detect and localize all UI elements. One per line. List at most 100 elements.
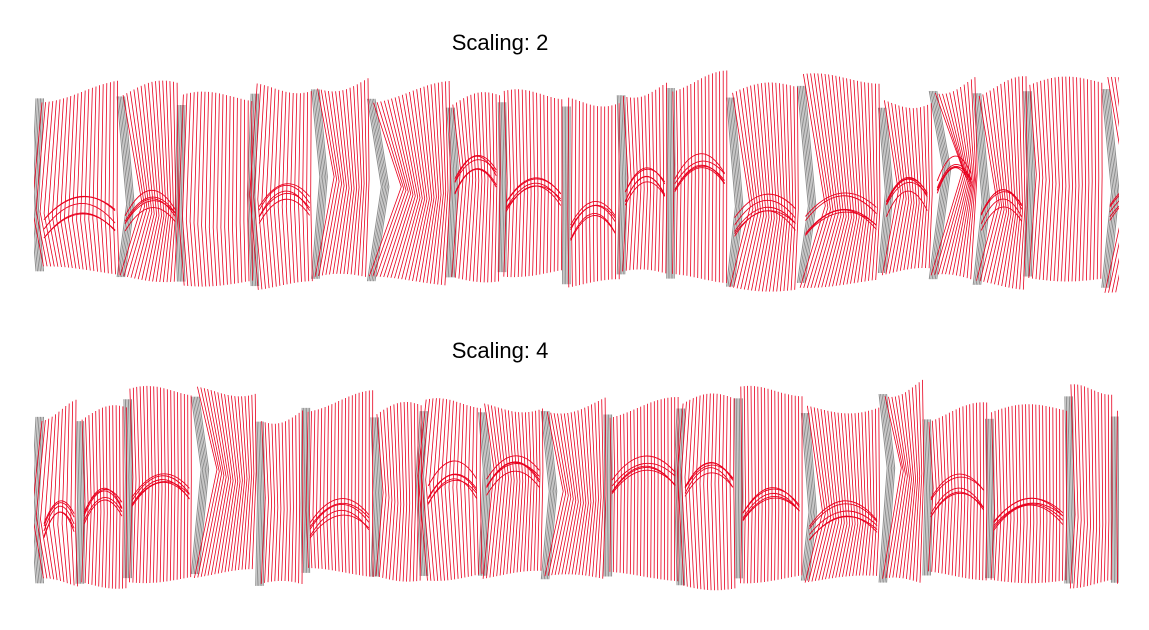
front-line bbox=[1039, 80, 1047, 280]
front-line bbox=[332, 91, 348, 275]
back-line bbox=[1101, 89, 1113, 288]
front-line bbox=[211, 391, 229, 575]
front-line bbox=[693, 82, 696, 278]
back-line bbox=[415, 411, 421, 576]
back-line bbox=[880, 393, 890, 583]
back-line bbox=[500, 102, 504, 273]
crossing-line bbox=[742, 496, 800, 521]
crossing-line bbox=[486, 470, 540, 496]
front-line bbox=[301, 410, 304, 585]
back-line bbox=[34, 98, 37, 272]
front-line bbox=[130, 89, 150, 278]
front-line bbox=[636, 407, 639, 576]
front-line bbox=[675, 90, 679, 275]
front-line bbox=[368, 102, 402, 277]
back-line bbox=[314, 89, 324, 279]
front-line bbox=[955, 409, 959, 577]
front-line bbox=[277, 423, 282, 582]
front-line bbox=[285, 92, 292, 284]
crossing-line bbox=[1109, 195, 1119, 208]
front-line bbox=[787, 394, 790, 578]
front-line bbox=[860, 82, 871, 283]
back-line bbox=[317, 89, 327, 279]
front-line bbox=[658, 87, 661, 272]
front-line bbox=[173, 391, 176, 581]
front-line bbox=[347, 87, 358, 275]
back-line bbox=[805, 412, 814, 581]
back-line bbox=[879, 107, 888, 274]
crossing-line bbox=[805, 192, 877, 217]
front-line bbox=[294, 415, 298, 583]
crossing-line bbox=[505, 185, 562, 210]
front-line bbox=[747, 385, 750, 584]
crossing-line bbox=[611, 455, 676, 481]
front-line bbox=[343, 89, 355, 274]
front-line bbox=[600, 106, 602, 281]
front-line bbox=[440, 81, 449, 285]
back-line bbox=[121, 96, 132, 278]
crossing-line bbox=[505, 177, 562, 203]
front-line bbox=[248, 394, 255, 570]
front-line bbox=[1019, 76, 1026, 290]
back-line bbox=[802, 85, 815, 283]
front-line bbox=[193, 91, 199, 287]
front-line bbox=[758, 83, 773, 292]
back-line bbox=[608, 414, 610, 577]
front-line bbox=[810, 73, 834, 289]
back-line bbox=[256, 421, 260, 586]
front-line bbox=[804, 405, 824, 583]
back-line bbox=[801, 85, 814, 283]
front-line bbox=[1012, 77, 1021, 289]
crossing-line bbox=[993, 497, 1064, 524]
front-line bbox=[1086, 79, 1090, 281]
front-line bbox=[337, 400, 340, 572]
front-line bbox=[814, 408, 832, 581]
crossing-line bbox=[43, 511, 75, 538]
front-line bbox=[269, 88, 277, 287]
front-line bbox=[350, 86, 360, 275]
front-line bbox=[646, 403, 649, 578]
front-line bbox=[882, 396, 902, 579]
back-line bbox=[1065, 396, 1069, 584]
front-line bbox=[178, 94, 185, 286]
front-line bbox=[753, 386, 756, 584]
back-line bbox=[255, 421, 259, 586]
front-line bbox=[319, 408, 323, 569]
back-line bbox=[548, 411, 558, 580]
front-line bbox=[592, 402, 599, 577]
front-line bbox=[416, 403, 419, 582]
front-line bbox=[917, 107, 925, 269]
back-line bbox=[624, 95, 628, 275]
back-line bbox=[930, 90, 946, 280]
crossing-line bbox=[1109, 200, 1119, 213]
front-line bbox=[835, 412, 848, 578]
crossing-line bbox=[611, 462, 676, 487]
front-line bbox=[141, 84, 158, 280]
front-line bbox=[224, 95, 228, 285]
crossing-line bbox=[124, 200, 176, 224]
front-line bbox=[868, 83, 876, 281]
front-line bbox=[1034, 404, 1038, 584]
front-line bbox=[978, 402, 982, 581]
front-line bbox=[855, 412, 864, 576]
back-line bbox=[124, 96, 135, 278]
back-line bbox=[543, 411, 553, 580]
back-line bbox=[989, 418, 993, 579]
front-line bbox=[1008, 78, 1019, 288]
front-line bbox=[803, 73, 829, 289]
front-line bbox=[892, 104, 907, 273]
front-line bbox=[1038, 404, 1041, 584]
front-line bbox=[437, 81, 447, 285]
front-line bbox=[1004, 407, 1009, 582]
front-line bbox=[88, 87, 95, 272]
front-line bbox=[344, 397, 347, 573]
back-line bbox=[37, 416, 44, 584]
front-line bbox=[323, 406, 326, 570]
crossing-line bbox=[936, 165, 972, 191]
front-line bbox=[490, 93, 495, 283]
front-line bbox=[1032, 83, 1041, 279]
crossing-line bbox=[131, 479, 190, 506]
front-line bbox=[623, 413, 626, 574]
front-line bbox=[274, 423, 279, 582]
back-line bbox=[880, 107, 889, 274]
